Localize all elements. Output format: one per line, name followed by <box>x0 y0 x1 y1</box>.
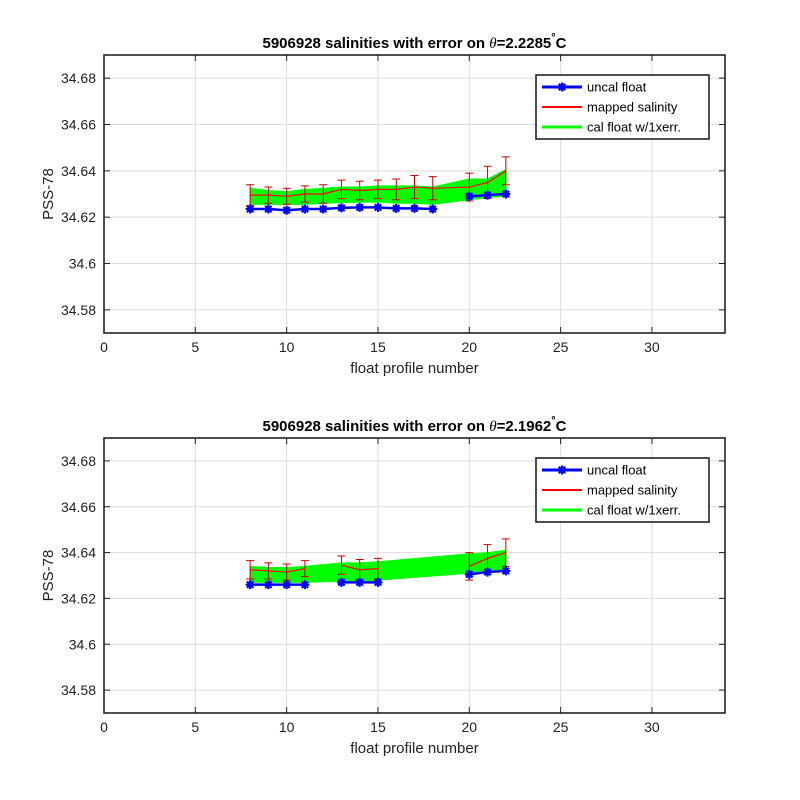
uncal-float-marker <box>483 567 493 577</box>
legend-label: mapped salinity <box>587 483 678 498</box>
uncal-float-marker <box>483 190 493 200</box>
legend-label: uncal float <box>587 80 647 95</box>
uncal-float-marker <box>336 577 346 587</box>
y-tick-label: 34.66 <box>61 117 96 133</box>
uncal-float-marker <box>282 205 292 215</box>
uncal-float-marker <box>501 189 511 199</box>
x-tick-label: 25 <box>553 719 569 735</box>
x-tick-label: 5 <box>191 339 199 355</box>
legend-marker <box>557 465 567 475</box>
uncal-float-marker <box>410 203 419 213</box>
axes-box <box>103 437 726 714</box>
uncal-float-marker <box>355 202 365 212</box>
uncal-float-marker <box>300 204 310 214</box>
uncal-float-marker <box>300 580 310 590</box>
uncal-float-marker <box>263 204 273 214</box>
legend-label: mapped salinity <box>587 100 678 115</box>
y-tick-label: 34.58 <box>61 302 96 318</box>
title-text: 5906928 salinities with error on <box>262 418 489 435</box>
uncal-float-marker <box>464 191 474 201</box>
legend-label: uncal float <box>587 463 647 478</box>
uncal-float-marker <box>373 202 383 212</box>
uncal-float-marker <box>464 569 474 579</box>
title-value: =2.1962 <box>497 418 552 435</box>
uncal-float-marker <box>391 203 401 213</box>
chart-2: 0 5 10 15 20 25 30 34.58 34.6 34.62 34.64 34.66 34.6… <box>40 415 726 757</box>
mapped-salinity-line <box>341 564 379 571</box>
x-tick-label: 20 <box>462 719 478 735</box>
title-theta: θ <box>489 36 497 52</box>
title-text: 5906928 salinities with error on <box>262 35 489 52</box>
y-axis-label: PSS-78 <box>40 550 57 602</box>
uncal-float-marker <box>245 204 255 214</box>
uncal-float-marker <box>245 580 255 590</box>
title-unit: C <box>556 35 567 52</box>
x-tick-label: 5 <box>191 719 199 735</box>
error-bar <box>300 560 309 578</box>
y-axis-label: PSS-78 <box>40 168 57 220</box>
mapped-salinity-line <box>250 170 507 197</box>
x-tick-label: 30 <box>644 719 660 735</box>
uncal-float-marker <box>263 580 273 590</box>
y-tick-label: 34.68 <box>61 70 96 86</box>
uncal-float-marker <box>336 203 346 213</box>
x-tick-label: 0 <box>100 339 108 355</box>
legend-label: cal float w/1xerr. <box>587 120 681 135</box>
y-tick-label: 34.62 <box>61 590 96 606</box>
x-axis-label: float profile number <box>350 360 478 377</box>
y-tick-label: 34.68 <box>61 453 96 469</box>
x-tick-label: 15 <box>370 719 386 735</box>
title-degree: ° <box>551 32 555 44</box>
x-tick-label: 20 <box>462 339 478 355</box>
x-tick-label: 25 <box>553 339 569 355</box>
uncal-float-marker <box>282 580 292 590</box>
mapped-salinity-line <box>469 552 507 567</box>
mapped-salinity-line <box>250 568 306 573</box>
error-bar <box>337 555 346 575</box>
x-tick-label: 0 <box>100 719 108 735</box>
uncal-float-marker <box>318 204 328 214</box>
x-tick-label: 10 <box>279 719 295 735</box>
chart-title: 5906928 salinities with error on θ=2.196… <box>262 415 566 435</box>
y-tick-label: 34.64 <box>61 163 96 179</box>
title-unit: C <box>556 418 567 435</box>
x-tick-label: 15 <box>370 339 386 355</box>
title-value: =2.2285 <box>497 35 552 52</box>
axes-box <box>103 54 726 334</box>
title-theta: θ <box>489 419 497 435</box>
error-bar <box>501 156 510 186</box>
error-bar <box>501 538 510 567</box>
uncal-float-marker <box>501 566 511 576</box>
uncal-float-marker <box>428 204 438 214</box>
uncal-float-marker <box>355 577 365 587</box>
y-tick-label: 34.6 <box>69 636 96 652</box>
uncal-float-marker <box>373 577 383 587</box>
x-tick-label: 30 <box>644 339 660 355</box>
x-axis-label: float profile number <box>350 740 478 757</box>
y-tick-label: 34.66 <box>61 499 96 515</box>
chart-1: 0 5 10 15 20 25 30 34.58 34.6 34.62 34.64 34.66 34.6… <box>40 32 726 377</box>
y-tick-label: 34.62 <box>61 209 96 225</box>
y-tick-label: 34.6 <box>69 256 96 272</box>
x-tick-label: 10 <box>279 339 295 355</box>
legend-marker <box>557 82 567 92</box>
chart-title: 5906928 salinities with error on θ=2.228… <box>262 32 566 52</box>
title-degree: ° <box>551 415 555 427</box>
legend-label: cal float w/1xerr. <box>587 503 681 518</box>
y-tick-label: 34.58 <box>61 682 96 698</box>
y-tick-label: 34.64 <box>61 545 96 561</box>
